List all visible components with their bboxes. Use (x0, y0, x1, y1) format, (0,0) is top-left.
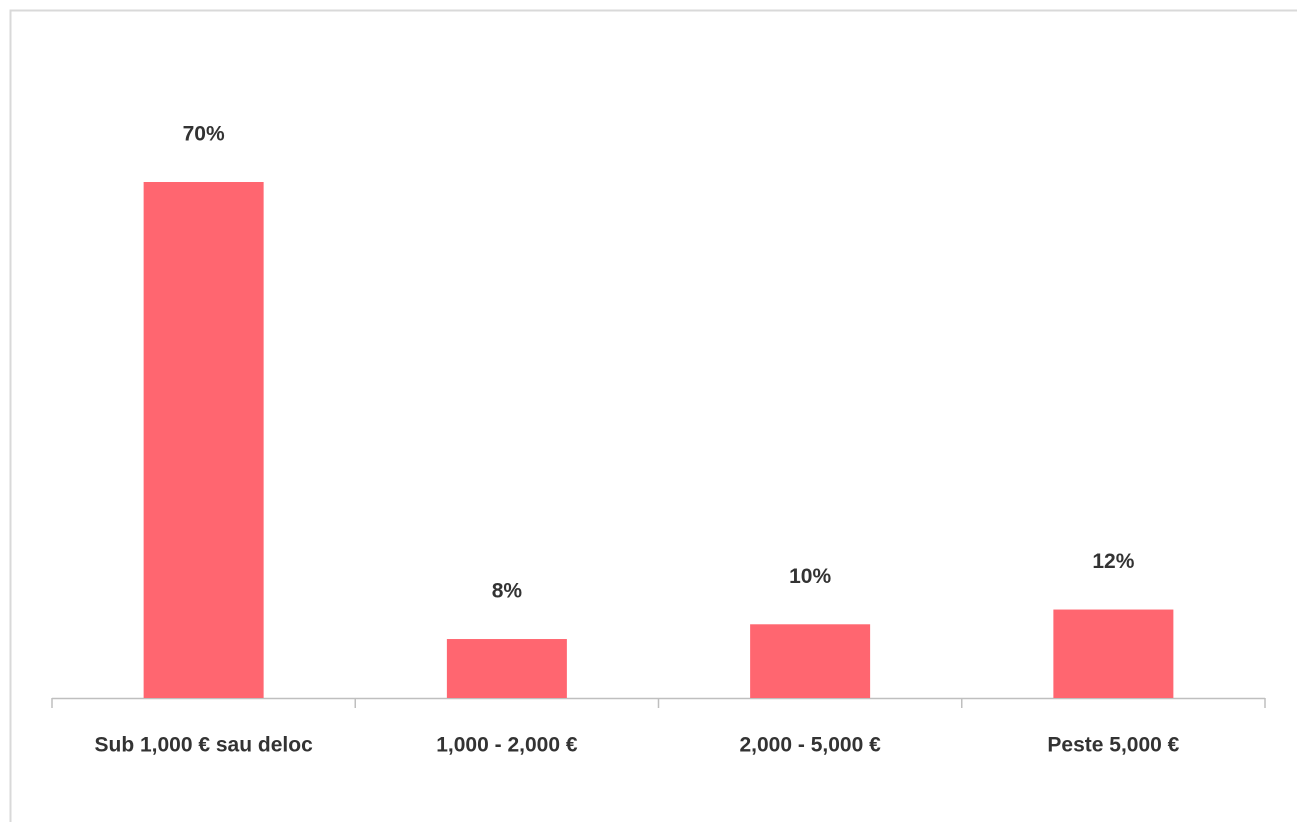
value-label: 8% (492, 580, 523, 603)
bar (1053, 609, 1174, 698)
bar (446, 639, 567, 698)
x-tick-label: Sub 1,000 € sau deloc (94, 734, 313, 757)
value-label: 70% (183, 123, 225, 146)
bar (750, 624, 871, 698)
bar (143, 182, 264, 698)
x-tick-label: Peste 5,000 € (1047, 734, 1179, 757)
x-tick-label: 2,000 - 5,000 € (739, 734, 881, 757)
value-label: 10% (789, 565, 831, 588)
chart-frame (9, 9, 1297, 822)
value-label: 12% (1092, 550, 1134, 573)
x-tick-label: 1,000 - 2,000 € (436, 734, 578, 757)
